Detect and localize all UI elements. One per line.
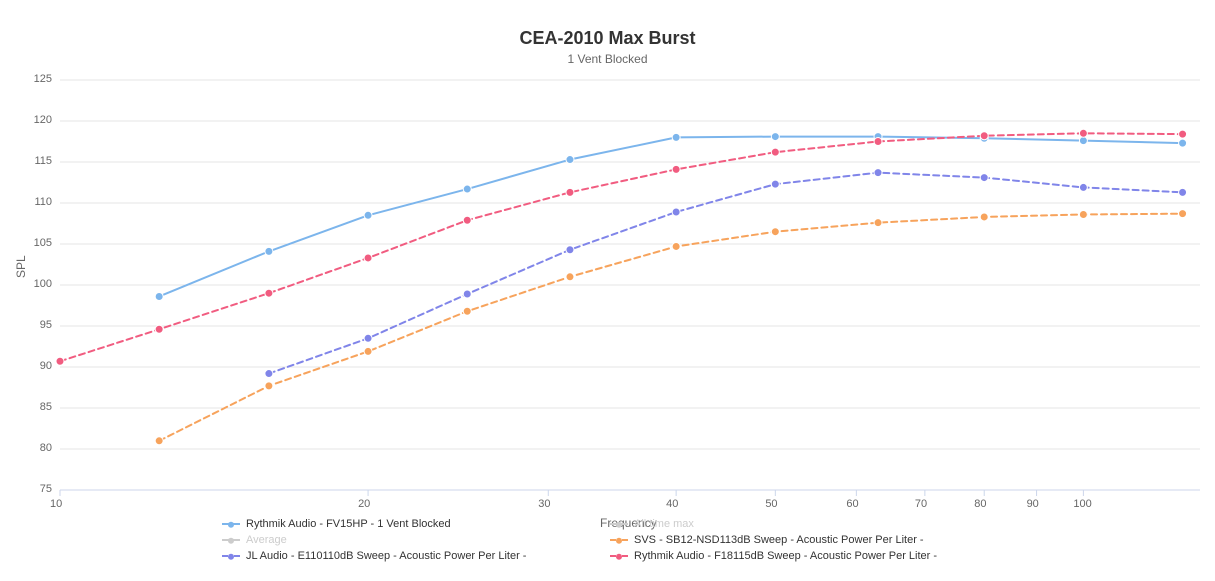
series-marker-jl_e110[interactable] [874, 169, 882, 177]
series-marker-jl_e110[interactable] [1079, 183, 1087, 191]
legend-column-left: Rythmik Audio - FV15HP - 1 Vent Blocked A… [222, 518, 526, 562]
series-marker-rythmik_f18[interactable] [56, 357, 64, 365]
legend-swatch-marker-icon [228, 538, 234, 544]
series-marker-rythmik_fv15hp[interactable] [672, 133, 680, 141]
legend-label: Average [246, 534, 287, 546]
y-tick-label: 120 [34, 114, 52, 126]
series-marker-svs_sb12[interactable] [1179, 210, 1187, 218]
series-marker-svs_sb12[interactable] [364, 347, 372, 355]
legend-label: All time max [634, 518, 694, 530]
y-tick-label: 115 [34, 155, 52, 167]
series-marker-rythmik_f18[interactable] [771, 148, 779, 156]
x-tick-label: 50 [765, 498, 777, 510]
series-marker-rythmik_fv15hp[interactable] [1179, 139, 1187, 147]
series-marker-rythmik_f18[interactable] [980, 132, 988, 140]
series-marker-svs_sb12[interactable] [980, 213, 988, 221]
legend-label: JL Audio - E110110dB Sweep - Acoustic Po… [246, 550, 526, 562]
y-tick-label: 85 [40, 401, 52, 413]
series-marker-svs_sb12[interactable] [265, 382, 273, 390]
series-marker-rythmik_fv15hp[interactable] [364, 211, 372, 219]
legend-swatch-marker-icon [616, 554, 622, 560]
x-tick-label: 30 [538, 498, 550, 510]
legend-item-svs_sb12[interactable]: SVS - SB12-NSD113dB Sweep - Acoustic Pow… [610, 534, 937, 546]
series-marker-rythmik_fv15hp[interactable] [155, 292, 163, 300]
y-tick-label: 95 [40, 319, 52, 331]
legend-item-jl_e110[interactable]: JL Audio - E110110dB Sweep - Acoustic Po… [222, 550, 526, 562]
y-axis-label: SPL [14, 255, 28, 278]
legend-item-rythmik_f18[interactable]: Rythmik Audio - F18115dB Sweep - Acousti… [610, 550, 937, 562]
chart-svg [0, 0, 1215, 581]
series-marker-svs_sb12[interactable] [874, 219, 882, 227]
legend-swatch-line [222, 539, 240, 541]
series-line-rythmik_fv15hp[interactable] [159, 137, 1182, 297]
legend-label: SVS - SB12-NSD113dB Sweep - Acoustic Pow… [634, 534, 924, 546]
legend-item-all_time_max[interactable]: All time max [610, 518, 937, 530]
series-marker-jl_e110[interactable] [265, 370, 273, 378]
series-marker-svs_sb12[interactable] [463, 307, 471, 315]
y-tick-label: 80 [40, 442, 52, 454]
legend-swatch-line [610, 539, 628, 541]
y-tick-label: 90 [40, 360, 52, 372]
chart-container: CEA-2010 Max Burst 1 Vent Blocked 758085… [0, 0, 1215, 581]
legend-swatch-marker-icon [228, 554, 234, 560]
series-marker-rythmik_f18[interactable] [364, 254, 372, 262]
series-marker-rythmik_fv15hp[interactable] [566, 156, 574, 164]
legend-label: Rythmik Audio - F18115dB Sweep - Acousti… [634, 550, 937, 562]
series-marker-svs_sb12[interactable] [1079, 210, 1087, 218]
legend-item-rythmik_fv15hp[interactable]: Rythmik Audio - FV15HP - 1 Vent Blocked [222, 518, 526, 530]
series-marker-rythmik_fv15hp[interactable] [463, 185, 471, 193]
series-line-rythmik_f18[interactable] [60, 133, 1183, 361]
series-marker-rythmik_f18[interactable] [265, 289, 273, 297]
series-marker-rythmik_f18[interactable] [1079, 129, 1087, 137]
series-line-svs_sb12[interactable] [159, 214, 1182, 441]
legend-swatch-line [610, 555, 628, 557]
y-tick-label: 110 [34, 196, 52, 208]
series-marker-jl_e110[interactable] [1179, 188, 1187, 196]
series-marker-rythmik_f18[interactable] [566, 188, 574, 196]
series-marker-rythmik_f18[interactable] [672, 165, 680, 173]
x-tick-label: 40 [666, 498, 678, 510]
x-tick-label: 100 [1073, 498, 1091, 510]
y-tick-label: 125 [34, 73, 52, 85]
series-marker-rythmik_f18[interactable] [155, 325, 163, 333]
x-tick-label: 90 [1027, 498, 1039, 510]
series-marker-rythmik_f18[interactable] [463, 216, 471, 224]
legend-swatch-marker-icon [616, 522, 622, 528]
legend-swatch-line [610, 523, 628, 525]
legend-swatch-marker-icon [228, 522, 234, 528]
series-marker-svs_sb12[interactable] [566, 273, 574, 281]
x-tick-label: 60 [846, 498, 858, 510]
series-marker-jl_e110[interactable] [980, 174, 988, 182]
series-marker-svs_sb12[interactable] [155, 437, 163, 445]
x-tick-label: 20 [358, 498, 370, 510]
series-marker-jl_e110[interactable] [364, 334, 372, 342]
x-tick-label: 80 [974, 498, 986, 510]
x-tick-label: 70 [915, 498, 927, 510]
series-marker-svs_sb12[interactable] [771, 228, 779, 236]
series-marker-rythmik_f18[interactable] [1179, 130, 1187, 138]
legend-swatch-line [222, 523, 240, 525]
legend-column-right: All time max SVS - SB12-NSD113dB Sweep - … [610, 518, 937, 562]
y-tick-label: 105 [34, 237, 52, 249]
series-marker-rythmik_fv15hp[interactable] [1079, 137, 1087, 145]
legend-item-average[interactable]: Average [222, 534, 526, 546]
legend-label: Rythmik Audio - FV15HP - 1 Vent Blocked [246, 518, 451, 530]
series-marker-rythmik_f18[interactable] [874, 138, 882, 146]
series-marker-jl_e110[interactable] [771, 180, 779, 188]
series-marker-jl_e110[interactable] [566, 246, 574, 254]
y-tick-label: 100 [34, 278, 52, 290]
legend-swatch-marker-icon [616, 538, 622, 544]
series-marker-rythmik_fv15hp[interactable] [771, 133, 779, 141]
series-marker-svs_sb12[interactable] [672, 242, 680, 250]
y-tick-label: 75 [40, 483, 52, 495]
series-marker-jl_e110[interactable] [672, 208, 680, 216]
series-marker-jl_e110[interactable] [463, 290, 471, 298]
legend-swatch-line [222, 555, 240, 557]
x-tick-label: 10 [50, 498, 62, 510]
series-marker-rythmik_fv15hp[interactable] [265, 247, 273, 255]
